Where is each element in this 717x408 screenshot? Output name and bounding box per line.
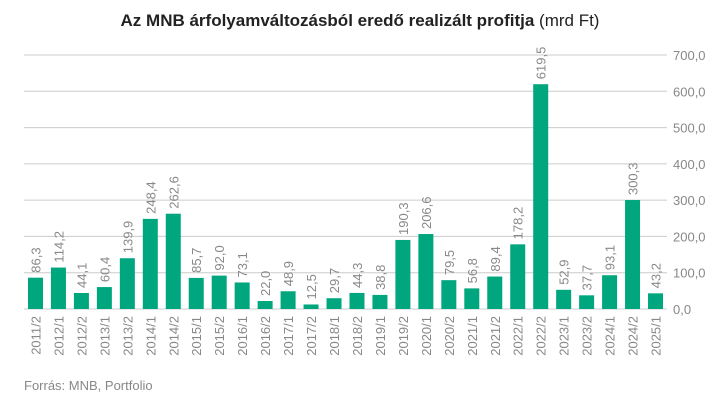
bar: [73, 292, 89, 309]
bar: [142, 218, 158, 309]
x-tick-label: 2015/2: [212, 316, 227, 356]
bar: [625, 200, 641, 309]
y-tick-label: 0,0: [673, 302, 691, 317]
bar: [50, 267, 66, 309]
bar: [464, 288, 480, 309]
y-tick-label: 400,0: [673, 157, 706, 172]
x-tick-label: 2024/2: [626, 316, 641, 356]
x-tick-label: 2019/2: [396, 316, 411, 356]
bar: [27, 277, 43, 309]
x-tick-label: 2012/2: [74, 316, 89, 356]
bar: [211, 275, 227, 309]
chart-title: Az MNB árfolyamváltozásból eredő realizá…: [121, 11, 600, 30]
data-label: 44,1: [74, 263, 89, 288]
x-tick-label: 2017/1: [281, 316, 296, 356]
data-label: 22,0: [258, 271, 273, 296]
x-tick-label: 2016/2: [258, 316, 273, 356]
x-tick-label: 2023/2: [580, 316, 595, 356]
x-tick-label: 2013/2: [120, 316, 135, 356]
x-tick-label: 2014/1: [143, 316, 158, 356]
data-label: 300,3: [626, 162, 641, 195]
x-tick-label: 2018/2: [350, 316, 365, 356]
data-label: 85,7: [189, 248, 204, 273]
y-tick-label: 600,0: [673, 84, 706, 99]
data-label: 262,6: [166, 176, 181, 209]
bar: [326, 298, 342, 309]
x-tick-label: 2011/2: [28, 316, 43, 355]
data-label: 56,8: [465, 258, 480, 283]
bar: [510, 244, 526, 309]
data-label: 48,9: [281, 261, 296, 286]
x-tick-label: 2019/1: [373, 316, 388, 356]
bar: [602, 275, 618, 309]
data-label: 43,2: [649, 263, 664, 288]
bar: [280, 291, 296, 309]
y-tick-label: 200,0: [673, 229, 706, 244]
bar: [648, 293, 664, 309]
bar: [188, 277, 204, 309]
x-tick-label: 2021/2: [488, 316, 503, 356]
data-label: 89,4: [488, 246, 503, 271]
bar: [579, 295, 595, 309]
data-label: 52,9: [557, 259, 572, 284]
data-label: 139,9: [120, 221, 135, 254]
data-label: 29,7: [327, 268, 342, 293]
x-tick-label: 2024/1: [603, 316, 618, 356]
data-label: 92,0: [212, 245, 227, 270]
data-label: 60,4: [97, 257, 112, 282]
x-tick-label: 2022/1: [511, 316, 526, 356]
y-tick-label: 700,0: [673, 48, 706, 63]
x-tick-label: 2013/1: [97, 316, 112, 356]
y-tick-label: 100,0: [673, 266, 706, 281]
bar: [441, 280, 457, 309]
data-label: 86,3: [28, 247, 43, 272]
bar: [234, 282, 250, 309]
x-tick-label: 2023/1: [557, 316, 572, 356]
bar: [556, 289, 572, 309]
bar: [303, 304, 319, 309]
x-tick-label: 2025/1: [649, 316, 664, 356]
x-tick-label: 2020/2: [442, 316, 457, 356]
bar: [349, 292, 365, 309]
bar: [418, 234, 434, 309]
data-label: 79,5: [442, 250, 457, 275]
bar: [96, 287, 112, 309]
data-label: 73,1: [235, 252, 250, 277]
data-label: 248,4: [143, 181, 158, 214]
data-label: 114,2: [51, 231, 66, 263]
y-tick-label: 500,0: [673, 121, 706, 136]
bar: [257, 301, 273, 309]
x-tick-label: 2016/1: [235, 316, 250, 356]
x-tick-label: 2021/1: [465, 316, 480, 356]
x-tick-label: 2015/1: [189, 316, 204, 356]
bar: [119, 258, 135, 309]
source-note: Forrás: MNB, Portfolio: [24, 378, 153, 393]
data-label: 12,5: [304, 274, 319, 299]
bar: [395, 239, 411, 309]
data-label: 44,3: [350, 263, 365, 288]
y-tick-label: 300,0: [673, 193, 706, 208]
data-label: 37,7: [580, 265, 595, 290]
data-label: 619,5: [534, 47, 549, 80]
bar: [487, 276, 503, 309]
x-tick-label: 2022/2: [534, 316, 549, 356]
data-label: 190,3: [396, 202, 411, 235]
data-label: 93,1: [603, 245, 618, 270]
x-tick-label: 2018/1: [327, 316, 342, 356]
data-label: 206,6: [419, 196, 434, 229]
x-tick-label: 2017/2: [304, 316, 319, 356]
x-tick-label: 2020/1: [419, 316, 434, 356]
data-label: 178,2: [511, 207, 526, 240]
data-label: 38,8: [373, 265, 388, 290]
x-tick-label: 2012/1: [51, 316, 66, 356]
bar: [533, 84, 549, 310]
bar: [165, 213, 181, 309]
x-tick-label: 2014/2: [166, 316, 181, 356]
bar: [372, 294, 388, 309]
